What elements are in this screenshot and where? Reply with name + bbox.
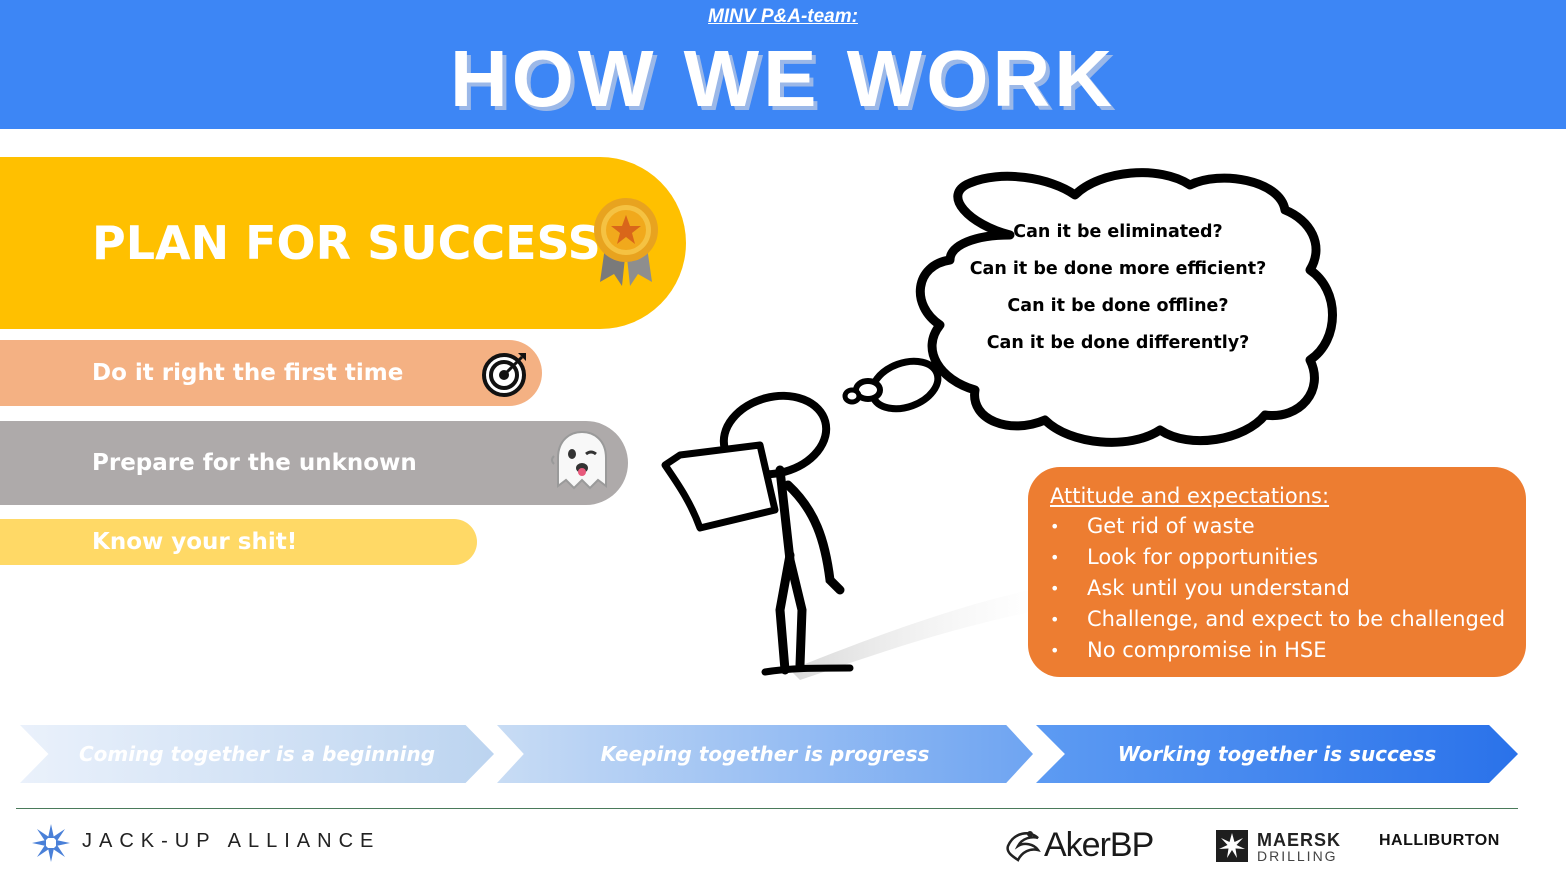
maersk-star-icon — [1216, 830, 1248, 862]
plan-for-success-banner: PLAN FOR SUCCESS! — [0, 157, 686, 329]
header-banner: MINV P&A-team: HOW WE WORK — [0, 0, 1566, 129]
attitude-item: Challenge, and expect to be challenged — [1050, 604, 1526, 635]
plan-for-success-label: PLAN FOR SUCCESS! — [92, 216, 622, 270]
attitude-item: Look for opportunities — [1050, 542, 1526, 573]
arrow-label: Keeping together is progress — [600, 742, 930, 766]
halliburton-logo: HALLIBURTON — [1379, 832, 1500, 849]
cloud-question: Can it be done more efficient? — [969, 259, 1267, 279]
maersk-logo-line1: MAERSK — [1257, 830, 1342, 850]
attitude-item: Get rid of waste — [1050, 511, 1526, 542]
attitude-expectations-box: Attitude and expectations: Get rid of wa… — [1028, 467, 1526, 677]
page-title: HOW WE WORK — [449, 34, 1117, 123]
team-subtitle: MINV P&A-team: — [708, 6, 858, 27]
jack-up-alliance-logo-text: JACK-UP ALLIANCE — [82, 830, 381, 852]
thought-cloud — [915, 168, 1337, 447]
attitude-item: Ask until you understand — [1050, 573, 1526, 604]
award-medal-icon — [594, 198, 658, 286]
process-arrow-beginning: Coming together is a beginning — [20, 725, 494, 783]
arrow-label: Coming together is a beginning — [78, 742, 436, 766]
attitude-list: Get rid of waste Look for opportunities … — [1050, 511, 1526, 666]
thought-cloud-questions: Can it be eliminated? Can it be done mor… — [940, 215, 1296, 363]
plan-item-label: Do it right the first time — [92, 360, 404, 386]
plan-item-label: Prepare for the unknown — [92, 450, 417, 476]
cloud-question: Can it be done offline? — [1007, 296, 1229, 316]
akerbp-logo-text: AkerBP — [1044, 826, 1154, 864]
thinking-stick-figure — [661, 357, 1040, 680]
target-icon — [482, 353, 526, 397]
akerbp-logo-icon — [1006, 831, 1041, 862]
plan-item-1: Do it right the first time — [0, 340, 542, 406]
attitude-item: No compromise in HSE — [1050, 635, 1526, 666]
jack-up-alliance-logo-icon — [32, 824, 70, 862]
plan-item-label: Know your shit! — [92, 529, 298, 555]
plan-item-3: Know your shit! — [0, 519, 477, 565]
ghost-icon — [551, 430, 607, 490]
process-arrow-success: Working together is success — [1036, 725, 1518, 783]
footer-divider — [16, 808, 1518, 809]
plan-item-2: Prepare for the unknown — [0, 421, 628, 505]
maersk-logo-line2: DRILLING — [1257, 848, 1338, 864]
attitude-title: Attitude and expectations: — [1050, 484, 1330, 508]
cloud-question: Can it be done differently? — [986, 333, 1250, 353]
process-arrow-progress: Keeping together is progress — [497, 725, 1033, 783]
arrow-label: Working together is success — [1117, 742, 1437, 766]
cloud-question: Can it be eliminated? — [1013, 222, 1223, 242]
